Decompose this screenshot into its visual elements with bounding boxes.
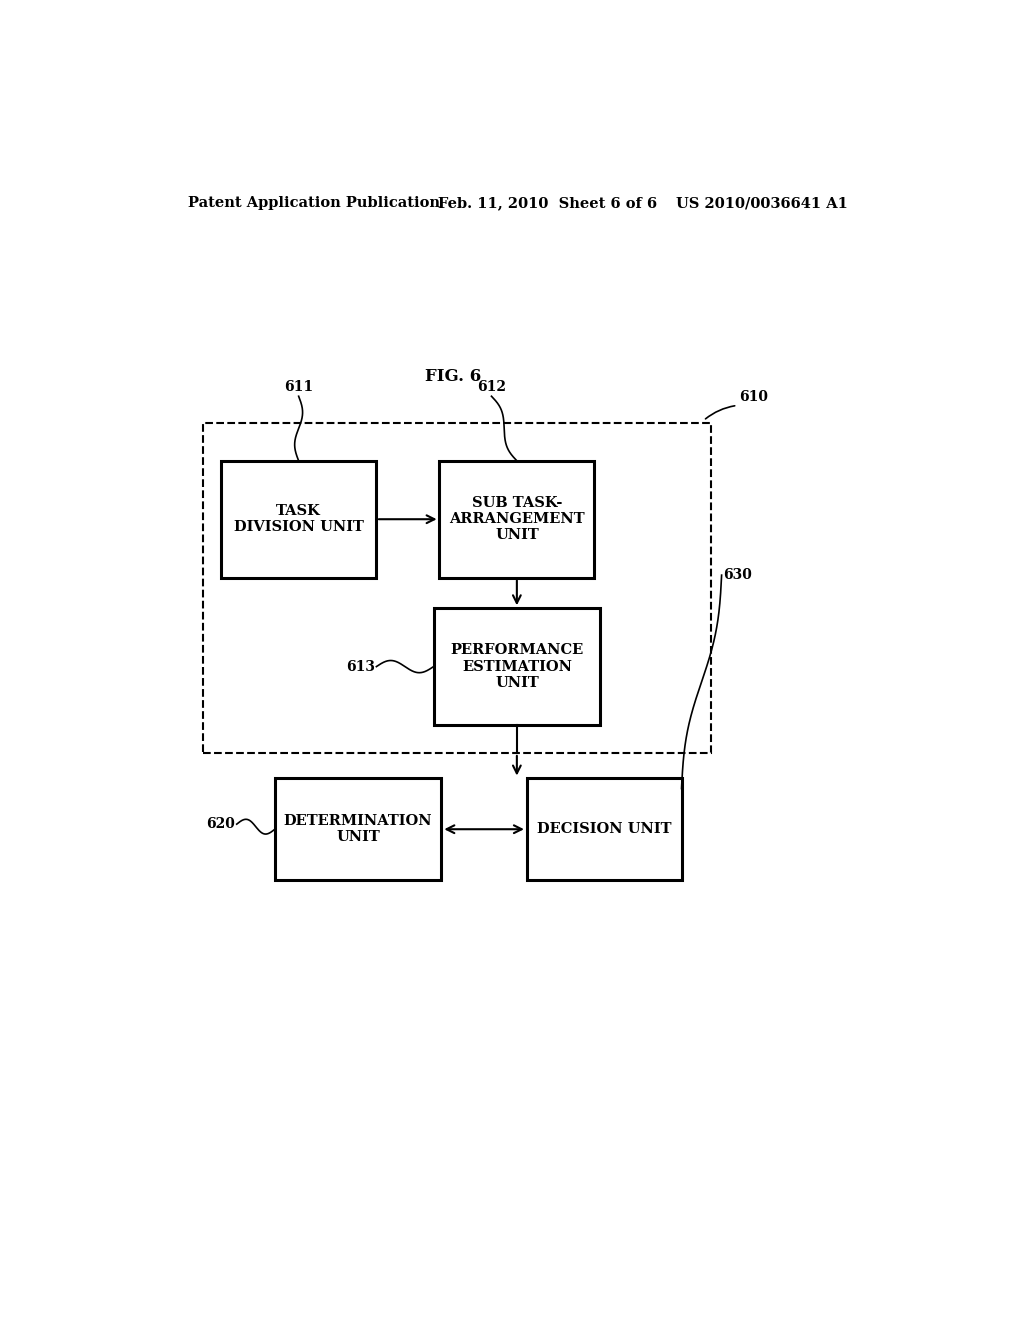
Text: US 2010/0036641 A1: US 2010/0036641 A1 (676, 197, 848, 210)
Text: 611: 611 (284, 380, 313, 395)
Text: 612: 612 (477, 380, 506, 395)
Text: 610: 610 (739, 391, 768, 404)
Text: TASK
DIVISION UNIT: TASK DIVISION UNIT (233, 504, 364, 535)
Text: 620: 620 (206, 817, 236, 832)
Bar (433, 609, 600, 725)
Bar (274, 779, 441, 880)
Text: DETERMINATION
UNIT: DETERMINATION UNIT (284, 814, 432, 845)
Text: SUB TASK-
ARRANGEMENT
UNIT: SUB TASK- ARRANGEMENT UNIT (450, 496, 585, 543)
Text: FIG. 6: FIG. 6 (425, 368, 481, 385)
Text: DECISION UNIT: DECISION UNIT (537, 822, 672, 837)
Text: 630: 630 (723, 568, 752, 582)
Bar (439, 461, 594, 578)
Bar (204, 422, 712, 752)
Bar (526, 779, 682, 880)
Text: PERFORMANCE
ESTIMATION
UNIT: PERFORMANCE ESTIMATION UNIT (451, 643, 584, 690)
Text: 613: 613 (346, 660, 375, 673)
Text: Feb. 11, 2010  Sheet 6 of 6: Feb. 11, 2010 Sheet 6 of 6 (437, 197, 656, 210)
Text: Patent Application Publication: Patent Application Publication (187, 197, 439, 210)
Bar (221, 461, 376, 578)
